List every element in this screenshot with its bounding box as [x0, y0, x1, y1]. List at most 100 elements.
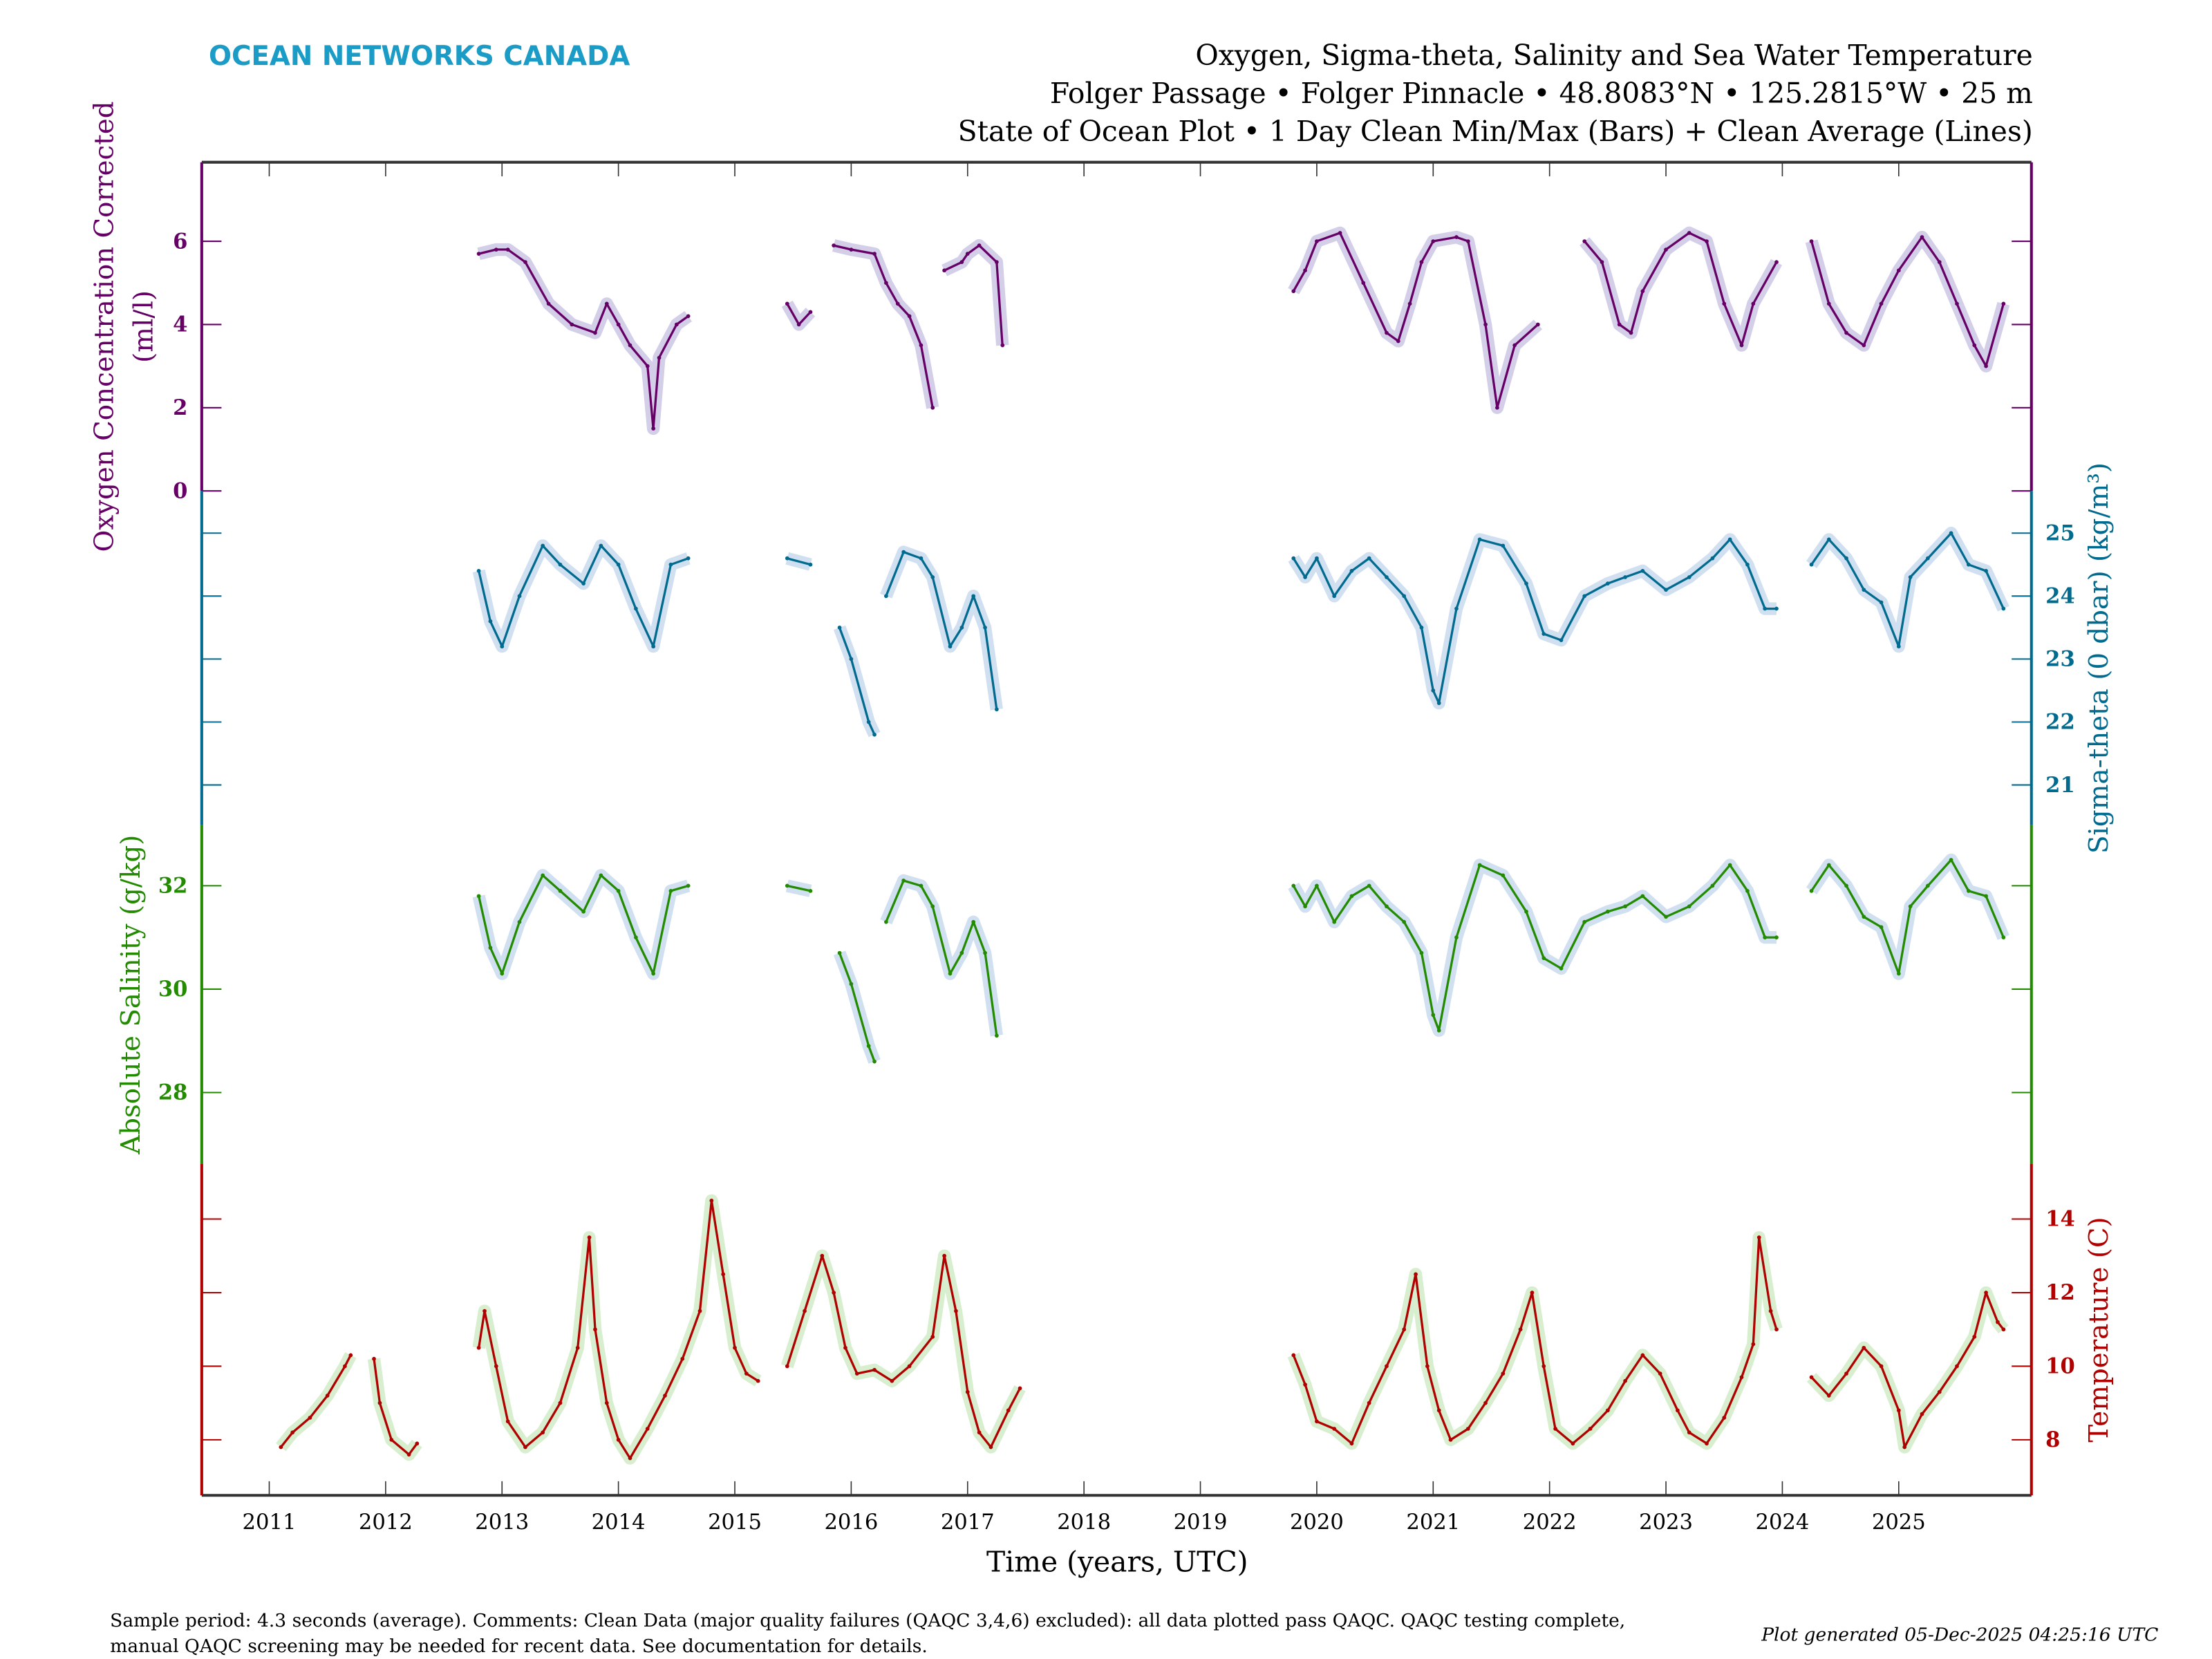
oxygen-concentration-corrected-data-point [570, 322, 574, 327]
temperature-data-point [680, 1356, 685, 1361]
temperature-minmax-band [781, 1249, 1026, 1454]
oxygen-concentration-corrected-data-point [1361, 281, 1366, 285]
temperature-data-point [1676, 1408, 1680, 1413]
temperature-data-point [744, 1371, 749, 1376]
oxygen-concentration-corrected-average-line [1292, 232, 1539, 409]
temperature-data-point [1315, 1419, 1319, 1424]
sigma-theta-0-dbar-data-point [1436, 701, 1441, 706]
oxygen-concentration-corrected-minmax-band [781, 300, 816, 331]
absolute-salinity-tick-label: 30 [158, 977, 188, 1002]
absolute-salinity-data-point [1419, 950, 1424, 955]
oxygen-concentration-corrected-data-point [1582, 239, 1587, 243]
temperature-data-point [1018, 1386, 1022, 1391]
oxygen-concentration-corrected-data-point [1291, 289, 1296, 294]
oxygen-concentration-corrected-data-point [593, 330, 597, 335]
sigma-theta-0-dbar-data-point [1559, 638, 1564, 642]
sigma-theta-0-dbar-data-point [1582, 594, 1587, 599]
temperature-data-point [482, 1309, 487, 1313]
chart-subtitle-location: Folger Passage • Folger Pinnacle • 48.80… [1050, 77, 2033, 110]
sigma-theta-0-dbar-average-line [787, 557, 811, 566]
sigma-theta-0-dbar-data-point [1879, 600, 1884, 605]
absolute-salinity-data-point [1349, 894, 1354, 899]
oxygen-concentration-corrected-data-point [895, 301, 900, 306]
sigma-theta-0-dbar-data-point [1809, 562, 1814, 567]
oxygen-concentration-corrected-data-point [1629, 330, 1633, 335]
oxygen-concentration-corrected-data-point [785, 301, 789, 306]
sigma-theta-0-dbar-data-point [919, 556, 924, 561]
sigma-theta-0-dbar-data-point [866, 720, 871, 724]
oxygen-concentration-corrected-data-point [505, 247, 510, 252]
sigma-theta-0-dbar-data-point [884, 594, 888, 599]
absolute-salinity-data-point [541, 873, 545, 878]
oxygen-concentration-corrected-tick-label: 0 [173, 478, 187, 503]
oxygen-concentration-corrected-data-point [1640, 289, 1645, 294]
temperature-data-point [1955, 1364, 1959, 1369]
sigma-theta-0-dbar-data-point [948, 644, 953, 649]
absolute-salinity-data-point [1774, 935, 1779, 940]
absolute-salinity-data-point [1454, 935, 1459, 940]
sigma-theta-0-dbar-data-point [517, 594, 522, 599]
oxygen-concentration-corrected-data-point [1920, 235, 1924, 239]
oxygen-concentration-corrected-data-point [1972, 343, 1977, 348]
absolute-salinity-data-point [1332, 919, 1337, 924]
x-tick-label: 2015 [708, 1510, 762, 1535]
absolute-salinity-data-point [948, 971, 953, 976]
sigma-theta-0-dbar-data-point [930, 575, 935, 579]
sigma-theta-0-dbar-average-line [838, 627, 876, 735]
sigma-theta-0-dbar-data-point [651, 644, 656, 649]
temperature-data-point [325, 1394, 330, 1398]
absolute-salinity-tick-label: 28 [158, 1080, 188, 1105]
absolute-salinity-data-point [668, 888, 673, 893]
absolute-salinity-data-point [651, 971, 656, 976]
oxygen-concentration-corrected-data-point [959, 260, 964, 265]
absolute-salinity-data-point [1501, 873, 1506, 878]
absolute-salinity-data-point [866, 1044, 871, 1049]
chart-title: Oxygen, Sigma-theta, Salinity and Sea Wa… [1195, 39, 2033, 72]
oxygen-concentration-corrected-data-point [1664, 247, 1668, 252]
temperature-data-point [1483, 1400, 1488, 1405]
temperature-data-point [505, 1419, 510, 1424]
temperature-data-point [1291, 1353, 1296, 1358]
absolute-salinity-data-point [837, 950, 842, 955]
sigma-theta-0-dbar-data-point [837, 626, 842, 630]
absolute-salinity-data-point [901, 879, 906, 883]
oxygen-concentration-corrected-minmax-band [1580, 226, 1783, 352]
temperature-data-point [1553, 1427, 1557, 1431]
temperature-tick-label: 8 [2045, 1427, 2060, 1452]
absolute-salinity-data-point [1687, 904, 1691, 909]
oxygen-concentration-corrected-data-point [1774, 260, 1779, 265]
temperature-data-point [1879, 1364, 1884, 1369]
temperature-data-point [1518, 1327, 1523, 1332]
temperature-data-point [1972, 1334, 1977, 1339]
temperature-data-point [1722, 1416, 1727, 1420]
oxygen-concentration-corrected-data-point [872, 252, 877, 256]
temperature-data-point [1385, 1364, 1389, 1369]
temperature-data-point [406, 1452, 411, 1457]
oxygen-concentration-corrected-data-point [1937, 260, 1942, 265]
temperature-data-point [343, 1364, 347, 1369]
temperature-data-point [628, 1456, 632, 1461]
sigma-theta-0-dbar-tick-label: 22 [2045, 710, 2075, 735]
temperature-data-point [308, 1416, 312, 1420]
absolute-salinity-data-point [599, 873, 603, 878]
x-tick-label: 2024 [1755, 1510, 1809, 1535]
temperature-data-point [965, 1389, 970, 1394]
absolute-salinity-data-point [1710, 883, 1715, 888]
sigma-theta-0-dbar-data-point [668, 562, 673, 567]
absolute-salinity-data-point [1908, 904, 1913, 909]
oxygen-concentration-corrected-data-point [616, 322, 621, 327]
x-tick-label: 2023 [1639, 1510, 1693, 1535]
sigma-theta-0-dbar-minmax-band [880, 545, 1003, 711]
oxygen-concentration-corrected-data-point [1407, 301, 1412, 306]
temperature-data-point [1658, 1371, 1662, 1376]
absolute-salinity-data-point [971, 919, 976, 924]
absolute-salinity-average-line [838, 952, 876, 1062]
temperature-data-point [872, 1367, 877, 1372]
x-axis-label: Time (years, UTC) [986, 1545, 1248, 1578]
oxygen-concentration-corrected-data-point [796, 322, 801, 327]
sigma-theta-0-dbar-data-point [1385, 575, 1389, 579]
absolute-salinity-average-line [787, 884, 811, 892]
sigma-theta-0-dbar-data-point [581, 581, 585, 585]
sigma-theta-0-dbar-data-point [1949, 531, 1953, 536]
sigma-theta-0-dbar-tick-label: 25 [2045, 521, 2075, 545]
